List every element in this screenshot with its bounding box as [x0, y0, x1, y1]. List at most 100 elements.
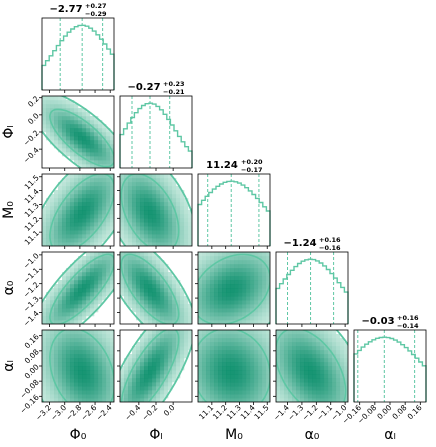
density-cell	[320, 366, 325, 371]
density-cell	[160, 182, 165, 187]
density-cell	[202, 342, 207, 347]
density-cell	[284, 394, 289, 399]
density-cell	[210, 338, 215, 343]
density-cell	[266, 316, 270, 321]
density-cell	[106, 284, 111, 289]
density-cell	[230, 378, 235, 383]
density-cell	[98, 124, 103, 129]
density-cell	[74, 362, 79, 367]
density-cell	[82, 164, 87, 168]
density-cell	[164, 214, 169, 219]
density-cell	[106, 264, 111, 269]
density-cell	[86, 156, 91, 161]
density-cell	[54, 112, 59, 117]
density-cell	[74, 316, 79, 321]
density-cell	[234, 374, 239, 379]
density-cell	[258, 276, 263, 281]
inner-contour	[198, 253, 270, 324]
density-cell	[102, 226, 107, 231]
density-cell	[78, 320, 83, 324]
density-cell	[316, 346, 321, 351]
density-cell	[168, 194, 173, 199]
density-cell	[292, 398, 297, 402]
density-cell	[50, 390, 55, 395]
density-cell	[198, 342, 203, 347]
density-cell	[304, 386, 309, 391]
density-cell	[238, 346, 243, 351]
density-cell	[120, 222, 125, 227]
density-cell	[226, 264, 231, 269]
density-cell	[70, 186, 75, 191]
density-cell	[230, 346, 235, 351]
density-cell	[210, 374, 215, 379]
density-cell	[226, 304, 231, 309]
density-cell	[292, 382, 297, 387]
density-cell	[106, 350, 111, 355]
density-cell	[58, 100, 63, 105]
density-cell	[340, 354, 345, 359]
density-cell	[262, 378, 267, 383]
density-grid	[42, 174, 114, 246]
density-cell	[266, 334, 270, 339]
density-cell	[98, 338, 103, 343]
density-cell	[296, 366, 301, 371]
title-phil-minus: −0.21	[163, 88, 185, 96]
density-cell	[198, 358, 203, 363]
density-cell	[66, 226, 71, 231]
density-cell	[328, 374, 333, 379]
density-cell	[42, 222, 47, 227]
density-cell	[222, 304, 227, 309]
density-cell	[284, 354, 289, 359]
density-cell	[214, 280, 219, 285]
density-cell	[54, 338, 59, 343]
density-cell	[94, 260, 99, 265]
density-cell	[210, 308, 215, 313]
density-cell	[106, 362, 111, 367]
density-cell	[148, 330, 153, 335]
density-cell	[226, 362, 231, 367]
density-cell	[90, 358, 95, 363]
density-cell	[132, 350, 137, 355]
density-cell	[78, 308, 83, 313]
density-cell	[132, 194, 137, 199]
density-cell	[242, 272, 247, 277]
density-cell	[110, 132, 114, 137]
density-cell	[124, 260, 129, 265]
density-cell	[98, 214, 103, 219]
density-cell	[82, 190, 87, 195]
density-cell	[176, 320, 181, 324]
density-cell	[254, 378, 259, 383]
density-cell	[304, 358, 309, 363]
density-cell	[304, 374, 309, 379]
density-cell	[332, 378, 337, 383]
density-cell	[94, 264, 99, 269]
density-cell	[132, 238, 137, 243]
density-cell	[110, 338, 114, 343]
density-cell	[218, 276, 223, 281]
density-cell	[188, 234, 192, 239]
density-cell	[230, 330, 235, 335]
density-cell	[62, 222, 67, 227]
density-cell	[50, 296, 55, 301]
density-cell	[156, 338, 161, 343]
density-cell	[94, 242, 99, 246]
density-cell	[94, 330, 99, 335]
density-cell	[198, 390, 203, 395]
density-cell	[336, 374, 341, 379]
density-cell	[336, 386, 341, 391]
density-cell	[152, 370, 157, 375]
density-cell	[140, 234, 145, 239]
density-cell	[168, 178, 173, 183]
density-cell	[144, 210, 149, 215]
density-cell	[222, 342, 227, 347]
density-cell	[54, 358, 59, 363]
density-cell	[74, 390, 79, 395]
title-alpha0-plus: +0.16	[319, 236, 341, 244]
density-cell	[304, 342, 309, 347]
density-cell	[102, 346, 107, 351]
density-cell	[266, 312, 270, 317]
density-cell	[308, 350, 313, 355]
density-cell	[230, 316, 235, 321]
density-cell	[66, 292, 71, 297]
density-cell	[312, 366, 317, 371]
